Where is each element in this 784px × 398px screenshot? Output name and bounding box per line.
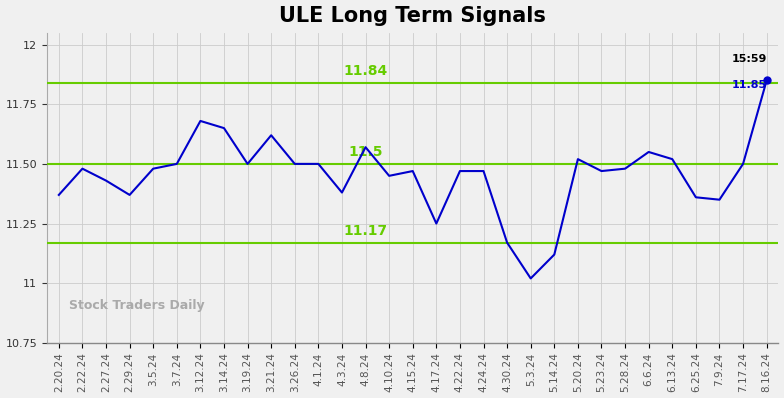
Title: ULE Long Term Signals: ULE Long Term Signals bbox=[279, 6, 546, 25]
Text: 11.85: 11.85 bbox=[731, 80, 767, 90]
Text: Stock Traders Daily: Stock Traders Daily bbox=[69, 299, 205, 312]
Text: 11.84: 11.84 bbox=[343, 64, 387, 78]
Text: 11.5: 11.5 bbox=[348, 145, 383, 159]
Text: 15:59: 15:59 bbox=[731, 54, 767, 64]
Text: 11.17: 11.17 bbox=[343, 224, 387, 238]
